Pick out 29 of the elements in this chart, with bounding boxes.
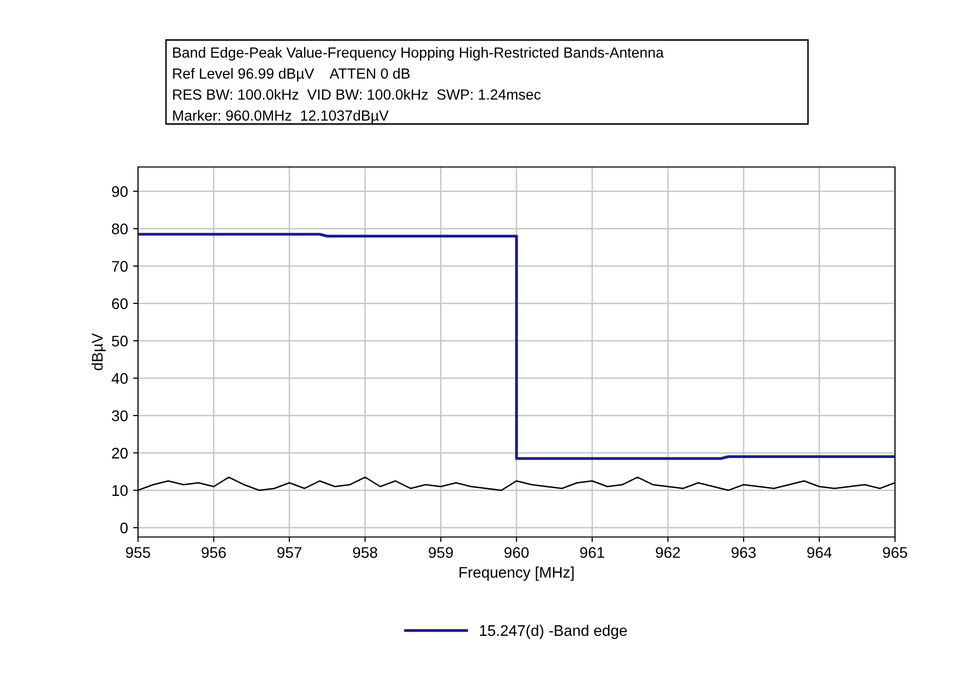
y-tick-label: 80 bbox=[112, 224, 128, 234]
y-tick-label: 30 bbox=[112, 410, 128, 422]
text: RES BW: 100.0kHz VID BW: 100.0kHz SWP: 1.24msec bbox=[173, 89, 541, 100]
x-tick-label: 955 bbox=[126, 547, 150, 558]
y-tick-label: 0 bbox=[120, 522, 128, 534]
x-tick-label: 961 bbox=[580, 547, 604, 558]
line-series bbox=[138, 232, 895, 460]
y-tick-label: 10 bbox=[112, 485, 128, 496]
y-axis-title: dBµV bbox=[91, 333, 106, 370]
text: Marker: 960.0MHz 12.1037dBµV bbox=[173, 110, 389, 124]
y-tick-label: 90 bbox=[112, 186, 128, 197]
x-tick-label: 964 bbox=[807, 547, 832, 558]
x-axis-title: Frequency [MHz] bbox=[460, 566, 574, 581]
x-tick-label: 960 bbox=[504, 547, 529, 558]
y-tick-label: 20 bbox=[112, 448, 128, 459]
x-tick-label: 959 bbox=[428, 547, 453, 558]
y-tick-label: 60 bbox=[112, 298, 128, 310]
y-tick-label: 40 bbox=[112, 373, 128, 384]
y-tick-label: 50 bbox=[112, 336, 128, 346]
x-tick-label: 956 bbox=[202, 547, 226, 558]
legend-label: 15.247(d) -Band edge bbox=[480, 624, 627, 639]
x-tick-label: 957 bbox=[277, 547, 302, 558]
text: Ref Level 96.99 dBµV ATTEN 0 dB bbox=[173, 68, 410, 82]
x-tick-label: 963 bbox=[732, 547, 756, 558]
x-tick-label: 962 bbox=[656, 547, 680, 558]
x-tick-label: 958 bbox=[353, 547, 378, 558]
y-tick-label: 70 bbox=[112, 260, 128, 272]
chart-title: Band Edge-Peak Value-Frequency Hopping High-Restricted Bands-Antenna bbox=[173, 47, 664, 61]
x-tick-label: 965 bbox=[882, 547, 908, 558]
